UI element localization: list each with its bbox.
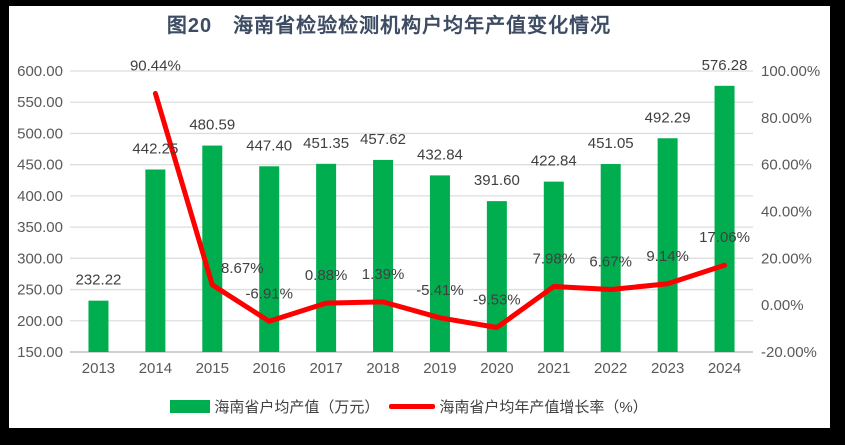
x-axis-label-2022: 2022 — [594, 360, 627, 377]
bar-2013 — [88, 300, 109, 352]
left-axis-tick-label: 150.00 — [17, 344, 63, 361]
bar-value-label-2014: 442.25 — [132, 141, 178, 158]
bar-value-label-2024: 576.28 — [702, 57, 748, 74]
bar-value-label-2021: 422.84 — [531, 153, 577, 170]
x-axis-label-2023: 2023 — [651, 360, 684, 377]
bar-value-label-2019: 432.84 — [417, 146, 463, 163]
x-axis-label-2018: 2018 — [366, 360, 399, 377]
line-series-swatch-icon — [389, 403, 436, 409]
left-axis-tick-label: 400.00 — [17, 188, 63, 205]
left-axis-tick-label: 200.00 — [17, 313, 63, 330]
growth-label-2023: 9.14% — [646, 248, 689, 265]
chart-legend: 海南省户均产值（万元） 海南省户均年产值增长率（%） — [9, 396, 809, 416]
chart-title: 图20 海南省检验检测机构户均年产值变化情况 — [166, 15, 612, 37]
bar-value-label-2020: 391.60 — [474, 172, 520, 189]
bar-2020 — [486, 201, 507, 352]
x-axis-label-2020: 2020 — [480, 360, 513, 377]
bar-2023 — [657, 138, 678, 352]
left-axis-tick-label: 250.00 — [17, 282, 63, 299]
right-axis-tick-label: 60.00% — [761, 157, 812, 174]
legend-item-line-series: 海南省户均年产值增长率（%） — [389, 396, 648, 417]
bar-value-label-2013: 232.22 — [76, 272, 122, 289]
bar-2019 — [429, 175, 450, 352]
legend-label-bar-series: 海南省户均产值（万元） — [214, 398, 380, 416]
bar-value-label-2015: 480.59 — [189, 117, 235, 134]
growth-label-2014: 90.44% — [130, 57, 181, 74]
right-axis-tick-label: 40.00% — [761, 204, 812, 221]
bar-2014 — [145, 169, 166, 352]
left-axis-tick-label: 550.00 — [17, 94, 63, 111]
left-axis-tick-label: 600.00 — [17, 63, 63, 80]
bar-value-label-2018: 457.62 — [360, 131, 406, 148]
bar-value-label-2022: 451.05 — [588, 135, 634, 152]
right-axis-tick-label: 20.00% — [761, 250, 812, 267]
right-axis-tick-label: 0.00% — [761, 297, 804, 314]
bar-2022 — [600, 164, 621, 352]
bar-value-label-2023: 492.29 — [645, 109, 691, 126]
growth-rate-line — [152, 90, 727, 330]
x-axis-label-2021: 2021 — [537, 360, 570, 377]
bar-2021 — [543, 181, 564, 352]
growth-label-2022: 6.67% — [589, 254, 632, 271]
growth-label-2015: 8.67% — [221, 260, 264, 277]
chart-plot-area: 232.22 442.25 480.59 447.40 451.35 457.62 432.… — [17, 57, 820, 377]
left-axis-tick-label: 450.00 — [17, 157, 63, 174]
growth-label-2021: 7.98% — [533, 250, 576, 267]
x-axis-label-2019: 2019 — [423, 360, 456, 377]
chart-panel: 图20 海南省检验检测机构户均年产值变化情况 232.22 442.25 480.5… — [9, 6, 830, 428]
right-axis-tick-label: -20.00% — [761, 344, 817, 361]
bar-2024 — [714, 85, 735, 352]
right-axis-tick-label: 80.00% — [761, 110, 812, 127]
left-axis-tick-label: 350.00 — [17, 219, 63, 236]
left-axis-tick-label: 300.00 — [17, 250, 63, 267]
growth-label-2024: 17.06% — [699, 229, 750, 246]
x-axis-label-2024: 2024 — [708, 360, 741, 377]
growth-label-2020: -9.53% — [473, 291, 521, 308]
bar-value-label-2016: 447.40 — [246, 137, 292, 154]
bar-2016 — [259, 166, 280, 352]
right-axis-tick-label: 100.00% — [761, 63, 820, 80]
growth-label-2017: 0.88% — [305, 267, 348, 284]
x-axis-label-2013: 2013 — [82, 360, 115, 377]
bar-2015 — [202, 145, 223, 352]
x-axis-label-2016: 2016 — [253, 360, 286, 377]
x-axis-label-2015: 2015 — [196, 360, 229, 377]
legend-item-bar-series: 海南省户均产值（万元） — [170, 396, 379, 417]
growth-label-2016: -6.91% — [245, 285, 293, 302]
growth-label-2019: -5.41% — [416, 282, 464, 299]
legend-label-line-series: 海南省户均年产值增长率（%） — [439, 398, 648, 416]
bar-value-label-2017: 451.35 — [303, 135, 349, 152]
bar-series-swatch-icon — [170, 399, 211, 413]
x-axis-label-2014: 2014 — [139, 360, 172, 377]
bar-2017 — [316, 163, 337, 352]
growth-label-2018: 1.39% — [362, 266, 405, 283]
x-axis-label-2017: 2017 — [309, 360, 342, 377]
left-axis-tick-label: 500.00 — [17, 125, 63, 142]
bar-2018 — [373, 159, 394, 352]
